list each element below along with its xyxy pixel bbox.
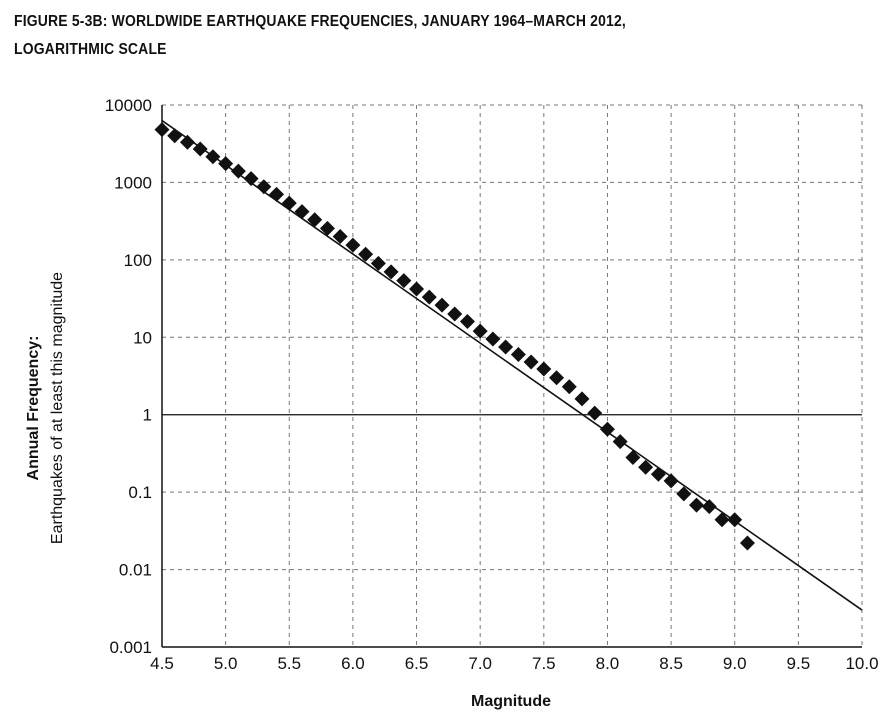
x-tick-label-5.0: 5.0 [214,654,238,673]
x-tick-label-5.5: 5.5 [277,654,301,673]
x-axis-label: Magnitude [471,693,551,710]
data-point-32 [561,379,577,395]
x-tick-label-4.5: 4.5 [150,654,174,673]
x-tick-label-9.5: 9.5 [787,654,811,673]
data-point-12 [307,212,323,228]
y-tick-label-10: 10 [133,328,152,347]
chart-title-line-2: LOGARITHMIC SCALE [14,41,167,58]
data-point-35 [599,421,615,437]
data-point-4 [205,149,221,165]
data-points [154,122,755,551]
y-axis-label-line-2: Earthquakes of at least this magnitude [49,272,66,544]
data-point-0 [154,122,170,138]
data-point-6 [230,163,246,179]
data-point-44 [714,512,730,528]
data-point-17 [370,255,386,271]
data-point-41 [676,486,692,502]
data-point-36 [612,434,628,450]
data-point-7 [243,171,259,187]
x-tick-label-6.0: 6.0 [341,654,365,673]
data-point-23 [447,306,463,322]
data-point-30 [536,361,552,377]
data-point-14 [332,229,348,245]
data-point-15 [345,237,361,253]
data-point-39 [650,466,666,482]
data-point-28 [510,346,526,362]
data-point-33 [574,391,590,407]
data-point-1 [167,128,183,144]
data-point-10 [281,195,297,211]
data-point-20 [409,281,425,297]
data-point-31 [549,370,565,386]
data-point-8 [256,179,272,195]
x-tick-label-7.5: 7.5 [532,654,556,673]
data-point-13 [319,220,335,236]
data-point-29 [523,354,539,370]
fit-line-layer [161,119,863,611]
grid [162,104,863,647]
data-point-16 [358,246,374,262]
data-point-19 [396,273,412,289]
y-tick-label-0.01: 0.01 [119,561,152,580]
y-tick-label-1000: 1000 [114,173,152,192]
data-point-11 [294,204,310,220]
y-axis-label-line-1: Annual Frequency: [25,336,42,481]
data-point-34 [587,405,603,421]
x-tick-label-9.0: 9.0 [723,654,747,673]
chart-title-line-1: FIGURE 5-3B: WORLDWIDE EARTHQUAKE FREQUE… [14,13,626,30]
data-point-37 [625,450,641,466]
data-point-21 [421,289,437,305]
data-point-42 [689,497,705,513]
data-point-43 [701,499,717,515]
x-tick-label-8.0: 8.0 [596,654,620,673]
y-tick-labels: 0.001 0.01 0.1 1 10 100 1000 10000 [105,96,152,657]
y-tick-label-0.1: 0.1 [128,483,152,502]
axes [161,105,862,648]
data-point-26 [485,331,501,347]
x-tick-label-6.5: 6.5 [405,654,429,673]
data-point-46 [739,535,755,551]
x-tick-label-7.0: 7.0 [468,654,492,673]
fit-line [161,119,863,611]
y-tick-label-10000: 10000 [105,96,152,115]
data-point-5 [218,156,234,172]
data-point-3 [192,141,208,157]
data-point-27 [498,339,514,355]
x-tick-label-8.5: 8.5 [659,654,683,673]
data-point-38 [638,459,654,475]
y-tick-label-1: 1 [143,406,152,425]
data-point-9 [269,186,285,202]
data-point-18 [383,264,399,280]
data-point-22 [434,297,450,313]
x-tick-labels: 4.5 5.0 5.5 6.0 6.5 7.0 7.5 8.0 8.5 9.0 9.5 10.0 [150,654,878,673]
data-point-2 [179,134,195,150]
chart-title: FIGURE 5-3B: WORLDWIDE EARTHQUAKE FREQUE… [14,8,788,64]
data-point-40 [663,473,679,489]
x-tick-label-10.0: 10.0 [845,654,878,673]
data-point-25 [472,323,488,339]
data-point-24 [459,313,475,329]
data-point-45 [727,512,743,528]
y-tick-label-100: 100 [124,251,152,270]
y-tick-label-0.001: 0.001 [109,638,152,657]
